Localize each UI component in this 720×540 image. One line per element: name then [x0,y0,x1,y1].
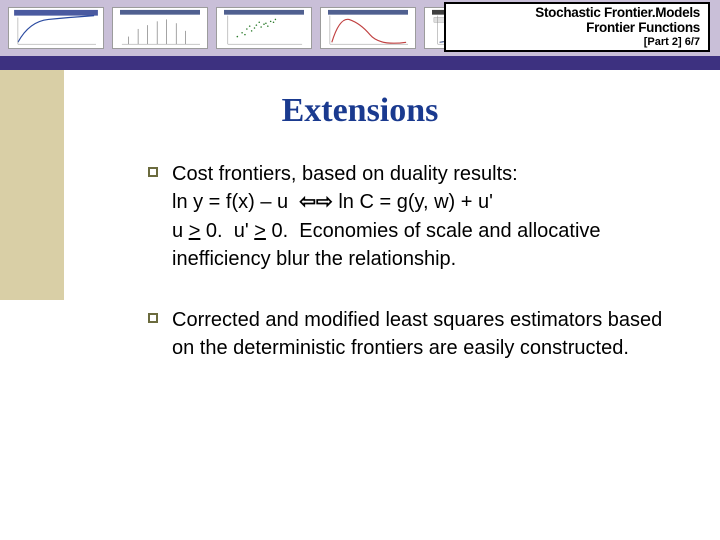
bullet-item: Cost frontiers, based on duality results… [148,160,666,274]
header-line-3: [Part 2] 6/7 [644,36,700,48]
thumb-2 [112,7,208,49]
header-band: Stochastic Frontier.Models Frontier Func… [0,0,720,56]
thumb-4 [320,7,416,49]
bullet-marker-icon [148,167,158,177]
thumbnail-row [0,7,520,49]
bullet-text: Corrected and modified least squares est… [172,306,666,363]
thumb-1 [8,7,104,49]
bullet-text: Cost frontiers, based on duality results… [172,160,666,274]
thumb-3 [216,7,312,49]
content-area: Extensions Cost frontiers, based on dual… [64,70,720,540]
purple-strip [0,56,720,70]
header-line-1: Stochastic Frontier.Models [535,6,700,21]
slide-title: Extensions [24,92,696,130]
bullet-list: Cost frontiers, based on duality results… [148,160,666,362]
bullet-item: Corrected and modified least squares est… [148,306,666,363]
header-label-box: Stochastic Frontier.Models Frontier Func… [444,2,710,52]
bullet-marker-icon [148,313,158,323]
header-line-2: Frontier Functions [586,21,700,36]
